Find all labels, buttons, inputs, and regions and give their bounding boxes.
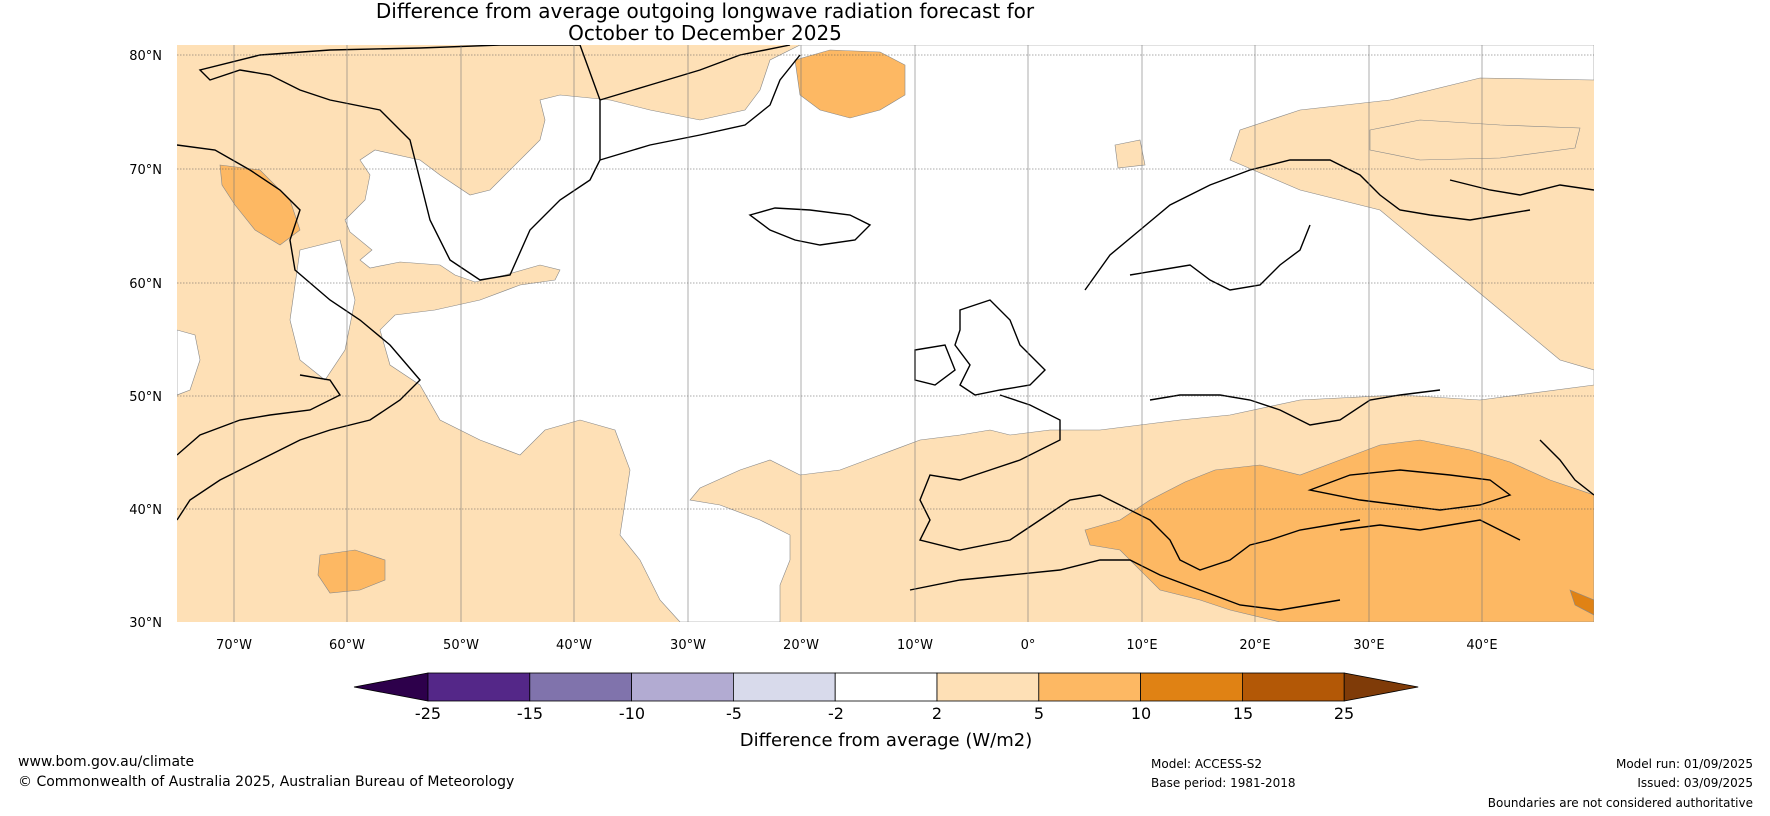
colorbar-tick-label: -15 — [517, 704, 543, 723]
lon-label: 30°E — [1353, 638, 1384, 653]
colorbar — [353, 672, 1419, 702]
lat-label: 30°N — [129, 616, 162, 631]
lon-label: 30°W — [670, 638, 706, 653]
above-average-mediterranean — [1084, 439, 1594, 622]
colorbar-extension-high — [1343, 672, 1419, 702]
lon-label: 20°W — [783, 638, 819, 653]
longitude-labels: 70°W 60°W 50°W 40°W 30°W 20°W 10°W 0° 10… — [216, 638, 1498, 653]
colorbar-tick-label: 15 — [1233, 704, 1253, 723]
colorbar-tick-label: -2 — [828, 704, 844, 723]
colorbar-segment — [936, 672, 1040, 702]
colorbar-tick-label: 5 — [1034, 704, 1044, 723]
lon-label: 50°W — [443, 638, 479, 653]
lon-label: 60°W — [329, 638, 365, 653]
lon-label: 20°E — [1239, 638, 1270, 653]
model-run-date: Model run: 01/09/2025 — [1615, 757, 1753, 771]
colorbar-segment — [1038, 672, 1142, 702]
light-patch-svalbard-sea — [1114, 139, 1146, 169]
colorbar-segment — [1140, 672, 1243, 702]
website-link[interactable]: www.bom.gov.au/climate — [18, 754, 195, 770]
lon-label: 70°W — [216, 638, 252, 653]
coastlines — [177, 45, 1594, 611]
colorbar-tick-label: -25 — [415, 704, 441, 723]
colorbar-tick-label: -5 — [726, 704, 742, 723]
above-average-canada — [219, 164, 301, 246]
boundaries-disclaimer: Boundaries are not considered authoritat… — [1487, 796, 1753, 810]
near-average-region — [344, 45, 1594, 622]
map-title-line2: October to December 2025 — [568, 21, 842, 45]
issued-date: Issued: 03/09/2025 — [1637, 776, 1753, 790]
light-patch-arctic — [1369, 119, 1581, 161]
model-name: Model: ACCESS-S2 — [1151, 757, 1263, 771]
longitude-gridlines — [233, 45, 1483, 622]
lat-label: 60°N — [129, 277, 162, 292]
lon-label: 0° — [1021, 638, 1036, 653]
lon-label: 40°E — [1466, 638, 1497, 653]
lon-label: 40°W — [556, 638, 592, 653]
lon-label: 10°W — [897, 638, 933, 653]
latitude-labels: 80°N 70°N 60°N 50°N 40°N 30°N — [129, 49, 162, 631]
colorbar-segment — [529, 672, 632, 702]
above-average-iraq — [1569, 589, 1594, 616]
near-average-patch-west — [177, 329, 201, 396]
base-period: Base period: 1981-2018 — [1151, 776, 1296, 790]
colorbar-segment — [733, 672, 836, 702]
lon-label: 10°E — [1126, 638, 1157, 653]
map-title-line1: Difference from average outgoing longwav… — [375, 0, 1035, 23]
colorbar-tick-label: 10 — [1131, 704, 1151, 723]
above-average-greenland — [794, 49, 906, 119]
colorbar-segment — [631, 672, 734, 702]
colorbar-segment — [834, 672, 938, 702]
colorbar-title: Difference from average (W/m2) — [740, 730, 1032, 751]
lat-label: 70°N — [129, 163, 162, 178]
near-average-patch-labrador — [289, 239, 356, 381]
colorbar-tick-labels: -25 -15 -10 -5 -2 2 5 10 15 25 — [415, 704, 1354, 723]
colorbar-extension-low — [353, 672, 429, 702]
colorbar-segment — [427, 672, 531, 702]
colorbar-tick-label: 2 — [932, 704, 942, 723]
lat-label: 40°N — [129, 503, 162, 518]
colorbar-tick-label: -10 — [619, 704, 645, 723]
above-average-atlantic — [317, 549, 386, 594]
lat-label: 50°N — [129, 390, 162, 405]
latitude-gridlines — [177, 54, 1594, 510]
colorbar-segment — [1242, 672, 1345, 702]
lat-label: 80°N — [129, 49, 162, 64]
copyright-text: © Commonwealth of Australia 2025, Austra… — [18, 774, 515, 790]
colorbar-tick-label: 25 — [1334, 704, 1354, 723]
